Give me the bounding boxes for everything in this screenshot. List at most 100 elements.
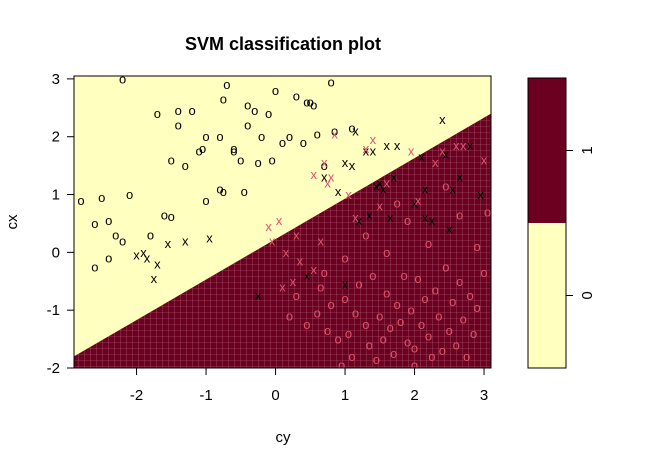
y-tick-label: 1 xyxy=(52,187,60,204)
data-point-class-0-o: o xyxy=(147,228,154,243)
data-point-class-0-o: o xyxy=(244,97,251,112)
data-point-class-1-o: o xyxy=(383,245,390,260)
data-point-class-0-x: x xyxy=(366,207,373,222)
data-point-class-1-o: o xyxy=(362,317,369,332)
legend-frame xyxy=(527,77,567,369)
data-point-class-1-o: o xyxy=(352,306,359,321)
data-point-class-1-o: o xyxy=(366,337,373,352)
data-point-class-1-o: o xyxy=(456,274,463,289)
data-point-class-1-o: o xyxy=(480,265,487,280)
data-point-class-0-x: x xyxy=(456,170,463,185)
data-point-class-0-x: x xyxy=(144,251,151,266)
data-point-class-0-x: x xyxy=(342,277,349,292)
data-point-class-1-o: o xyxy=(453,337,460,352)
legend-label-1: 1 xyxy=(579,146,596,154)
data-point-class-0-o: o xyxy=(154,106,161,121)
data-point-class-0-x: x xyxy=(380,181,387,196)
data-point-class-0-x: x xyxy=(477,187,484,202)
y-axis-label: cx xyxy=(4,214,21,230)
chart-title: SVM classification plot xyxy=(185,34,381,54)
y-tick-label: -2 xyxy=(47,360,60,377)
data-point-class-1-x: x xyxy=(324,175,331,190)
data-point-class-0-x: x xyxy=(356,213,363,228)
data-point-class-0-x: x xyxy=(422,210,429,225)
y-tick-label: 0 xyxy=(52,244,60,261)
data-point-class-1-x: x xyxy=(297,254,304,269)
data-point-class-0-x: x xyxy=(133,248,140,263)
region-class-1 xyxy=(74,113,491,368)
data-point-class-1-o: o xyxy=(411,358,418,373)
data-point-class-1-o: o xyxy=(380,332,387,347)
data-point-class-0-o: o xyxy=(175,118,182,133)
data-point-class-1-x: x xyxy=(370,132,377,147)
data-point-class-0-o: o xyxy=(310,97,317,112)
data-point-class-0-x: x xyxy=(154,256,161,271)
data-point-class-1-x: x xyxy=(321,155,328,170)
data-point-class-1-x: x xyxy=(311,167,318,182)
data-point-class-1-o: o xyxy=(383,285,390,300)
data-point-class-1-o: o xyxy=(314,306,321,321)
data-point-class-0-x: x xyxy=(418,149,425,164)
data-point-class-0-o: o xyxy=(168,209,175,224)
data-point-class-0-o: o xyxy=(119,71,126,86)
data-point-class-1-o: o xyxy=(404,213,411,228)
data-point-class-1-o: o xyxy=(321,265,328,280)
x-tick-label: 1 xyxy=(341,387,349,404)
data-point-class-0-o: o xyxy=(216,129,223,144)
data-point-class-1-x: x xyxy=(384,175,391,190)
data-point-class-1-x: x xyxy=(311,262,318,277)
data-point-class-0-x: x xyxy=(387,210,394,225)
data-point-class-0-o: o xyxy=(161,207,168,222)
data-point-class-0-x: x xyxy=(446,222,453,237)
y-tick-label: 2 xyxy=(52,129,60,146)
data-point-class-1-x: x xyxy=(265,219,272,234)
data-point-class-0-x: x xyxy=(352,123,359,138)
data-point-class-0-o: o xyxy=(307,95,314,110)
data-point-class-0-o: o xyxy=(244,118,251,133)
data-point-class-0-o: o xyxy=(126,187,133,202)
data-point-class-0-x: x xyxy=(443,147,450,162)
legend-swatch-0 xyxy=(528,223,566,368)
data-point-class-1-o: o xyxy=(470,326,477,341)
data-point-class-0-x: x xyxy=(342,155,349,170)
data-point-class-1-o: o xyxy=(467,288,474,303)
data-point-class-1-x: x xyxy=(377,199,384,214)
data-point-class-0-o: o xyxy=(237,152,244,167)
data-point-class-1-o: o xyxy=(317,280,324,295)
y-tick-label: 3 xyxy=(52,71,60,88)
data-point-class-0-o: o xyxy=(105,213,112,228)
data-point-class-1-o: o xyxy=(407,303,414,318)
data-point-class-0-o: o xyxy=(265,106,272,121)
data-point-class-1-o: o xyxy=(394,297,401,312)
data-point-class-1-x: x xyxy=(439,144,446,159)
data-point-class-0-o: o xyxy=(348,121,355,136)
data-point-class-1-o: o xyxy=(411,340,418,355)
data-point-class-1-o: o xyxy=(428,349,435,364)
data-point-class-1-o: o xyxy=(432,282,439,297)
data-point-class-0-o: o xyxy=(168,152,175,167)
data-point-class-0-x: x xyxy=(165,236,172,251)
x-axis-label: cy xyxy=(276,429,292,446)
data-point-class-1-o: o xyxy=(355,277,362,292)
data-point-class-1-o: o xyxy=(341,291,348,306)
data-point-class-1-o: o xyxy=(348,349,355,364)
data-point-class-0-o: o xyxy=(230,141,237,156)
data-point-class-1-x: x xyxy=(293,228,300,243)
data-point-class-0-x: x xyxy=(439,112,446,127)
data-point-class-1-x: x xyxy=(481,152,488,167)
data-point-class-0-x: x xyxy=(206,230,213,245)
data-point-class-0-x: x xyxy=(182,233,189,248)
data-point-class-1-x: x xyxy=(352,210,359,225)
data-point-class-0-o: o xyxy=(303,95,310,110)
data-point-class-0-x: x xyxy=(321,170,328,185)
data-point-class-1-x: x xyxy=(290,274,297,289)
x-tick-label: 2 xyxy=(410,387,418,404)
data-point-class-1-o: o xyxy=(373,352,380,367)
data-point-class-1-o: o xyxy=(418,317,425,332)
data-point-class-0-o: o xyxy=(241,184,248,199)
data-point-class-0-o: o xyxy=(331,123,338,138)
data-point-class-1-o: o xyxy=(376,308,383,323)
data-point-class-1-o: o xyxy=(460,311,467,326)
